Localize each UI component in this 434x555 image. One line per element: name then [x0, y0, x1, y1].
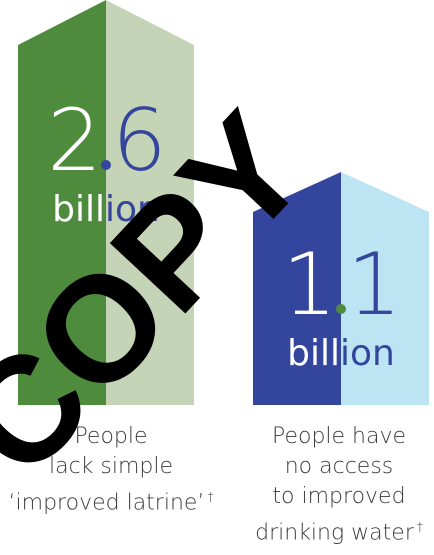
water-caption: People have no access to improved drinki… — [244, 422, 434, 548]
water-unit: billion — [253, 336, 429, 372]
water-caption-line4: drinking water — [255, 520, 414, 546]
water-bar-dark — [253, 172, 341, 405]
water-whole: 1 — [282, 235, 337, 335]
water-caption-line3: to improved — [272, 484, 406, 509]
sanitation-caption-line3: ‘improved latrine’ — [8, 490, 205, 516]
water-bar — [253, 172, 429, 405]
water-caption-line2: no access — [284, 454, 394, 479]
water-decimal-point — [336, 304, 346, 314]
sanitation-unit: billion — [18, 192, 194, 228]
water-bar-light — [341, 172, 429, 405]
water-unit-part2: ion — [340, 333, 395, 374]
water-decimal: 1 — [347, 235, 402, 335]
sanitation-decimal: 6 — [112, 91, 167, 191]
sanitation-unit-part2: ion — [105, 189, 160, 230]
sanitation-caption: People lack simple ‘improved latrine’ † — [0, 422, 222, 518]
sanitation-footnote-mark: † — [207, 490, 214, 504]
sanitation-unit-part1: bill — [52, 189, 105, 230]
sanitation-bar-dark — [18, 0, 106, 405]
water-caption-line4-wrap: drinking water † — [244, 512, 434, 548]
sanitation-decimal-point — [101, 160, 111, 170]
water-caption-line1: People have — [271, 424, 407, 449]
sanitation-bar-light — [106, 0, 194, 405]
sanitation-bar — [18, 0, 194, 405]
sanitation-caption-line1: People — [74, 424, 148, 449]
sanitation-caption-line3-wrap: ‘improved latrine’ † — [0, 482, 222, 518]
sanitation-whole: 2 — [47, 91, 102, 191]
water-unit-part1: bill — [287, 333, 340, 374]
water-footnote-mark: † — [416, 520, 423, 534]
sanitation-caption-line2: lack simple — [48, 454, 174, 479]
